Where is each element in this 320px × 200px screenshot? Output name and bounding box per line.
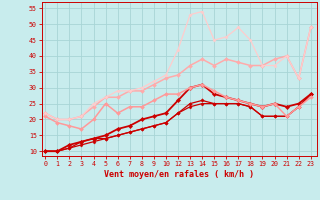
X-axis label: Vent moyen/en rafales ( km/h ): Vent moyen/en rafales ( km/h ) xyxy=(104,170,254,179)
